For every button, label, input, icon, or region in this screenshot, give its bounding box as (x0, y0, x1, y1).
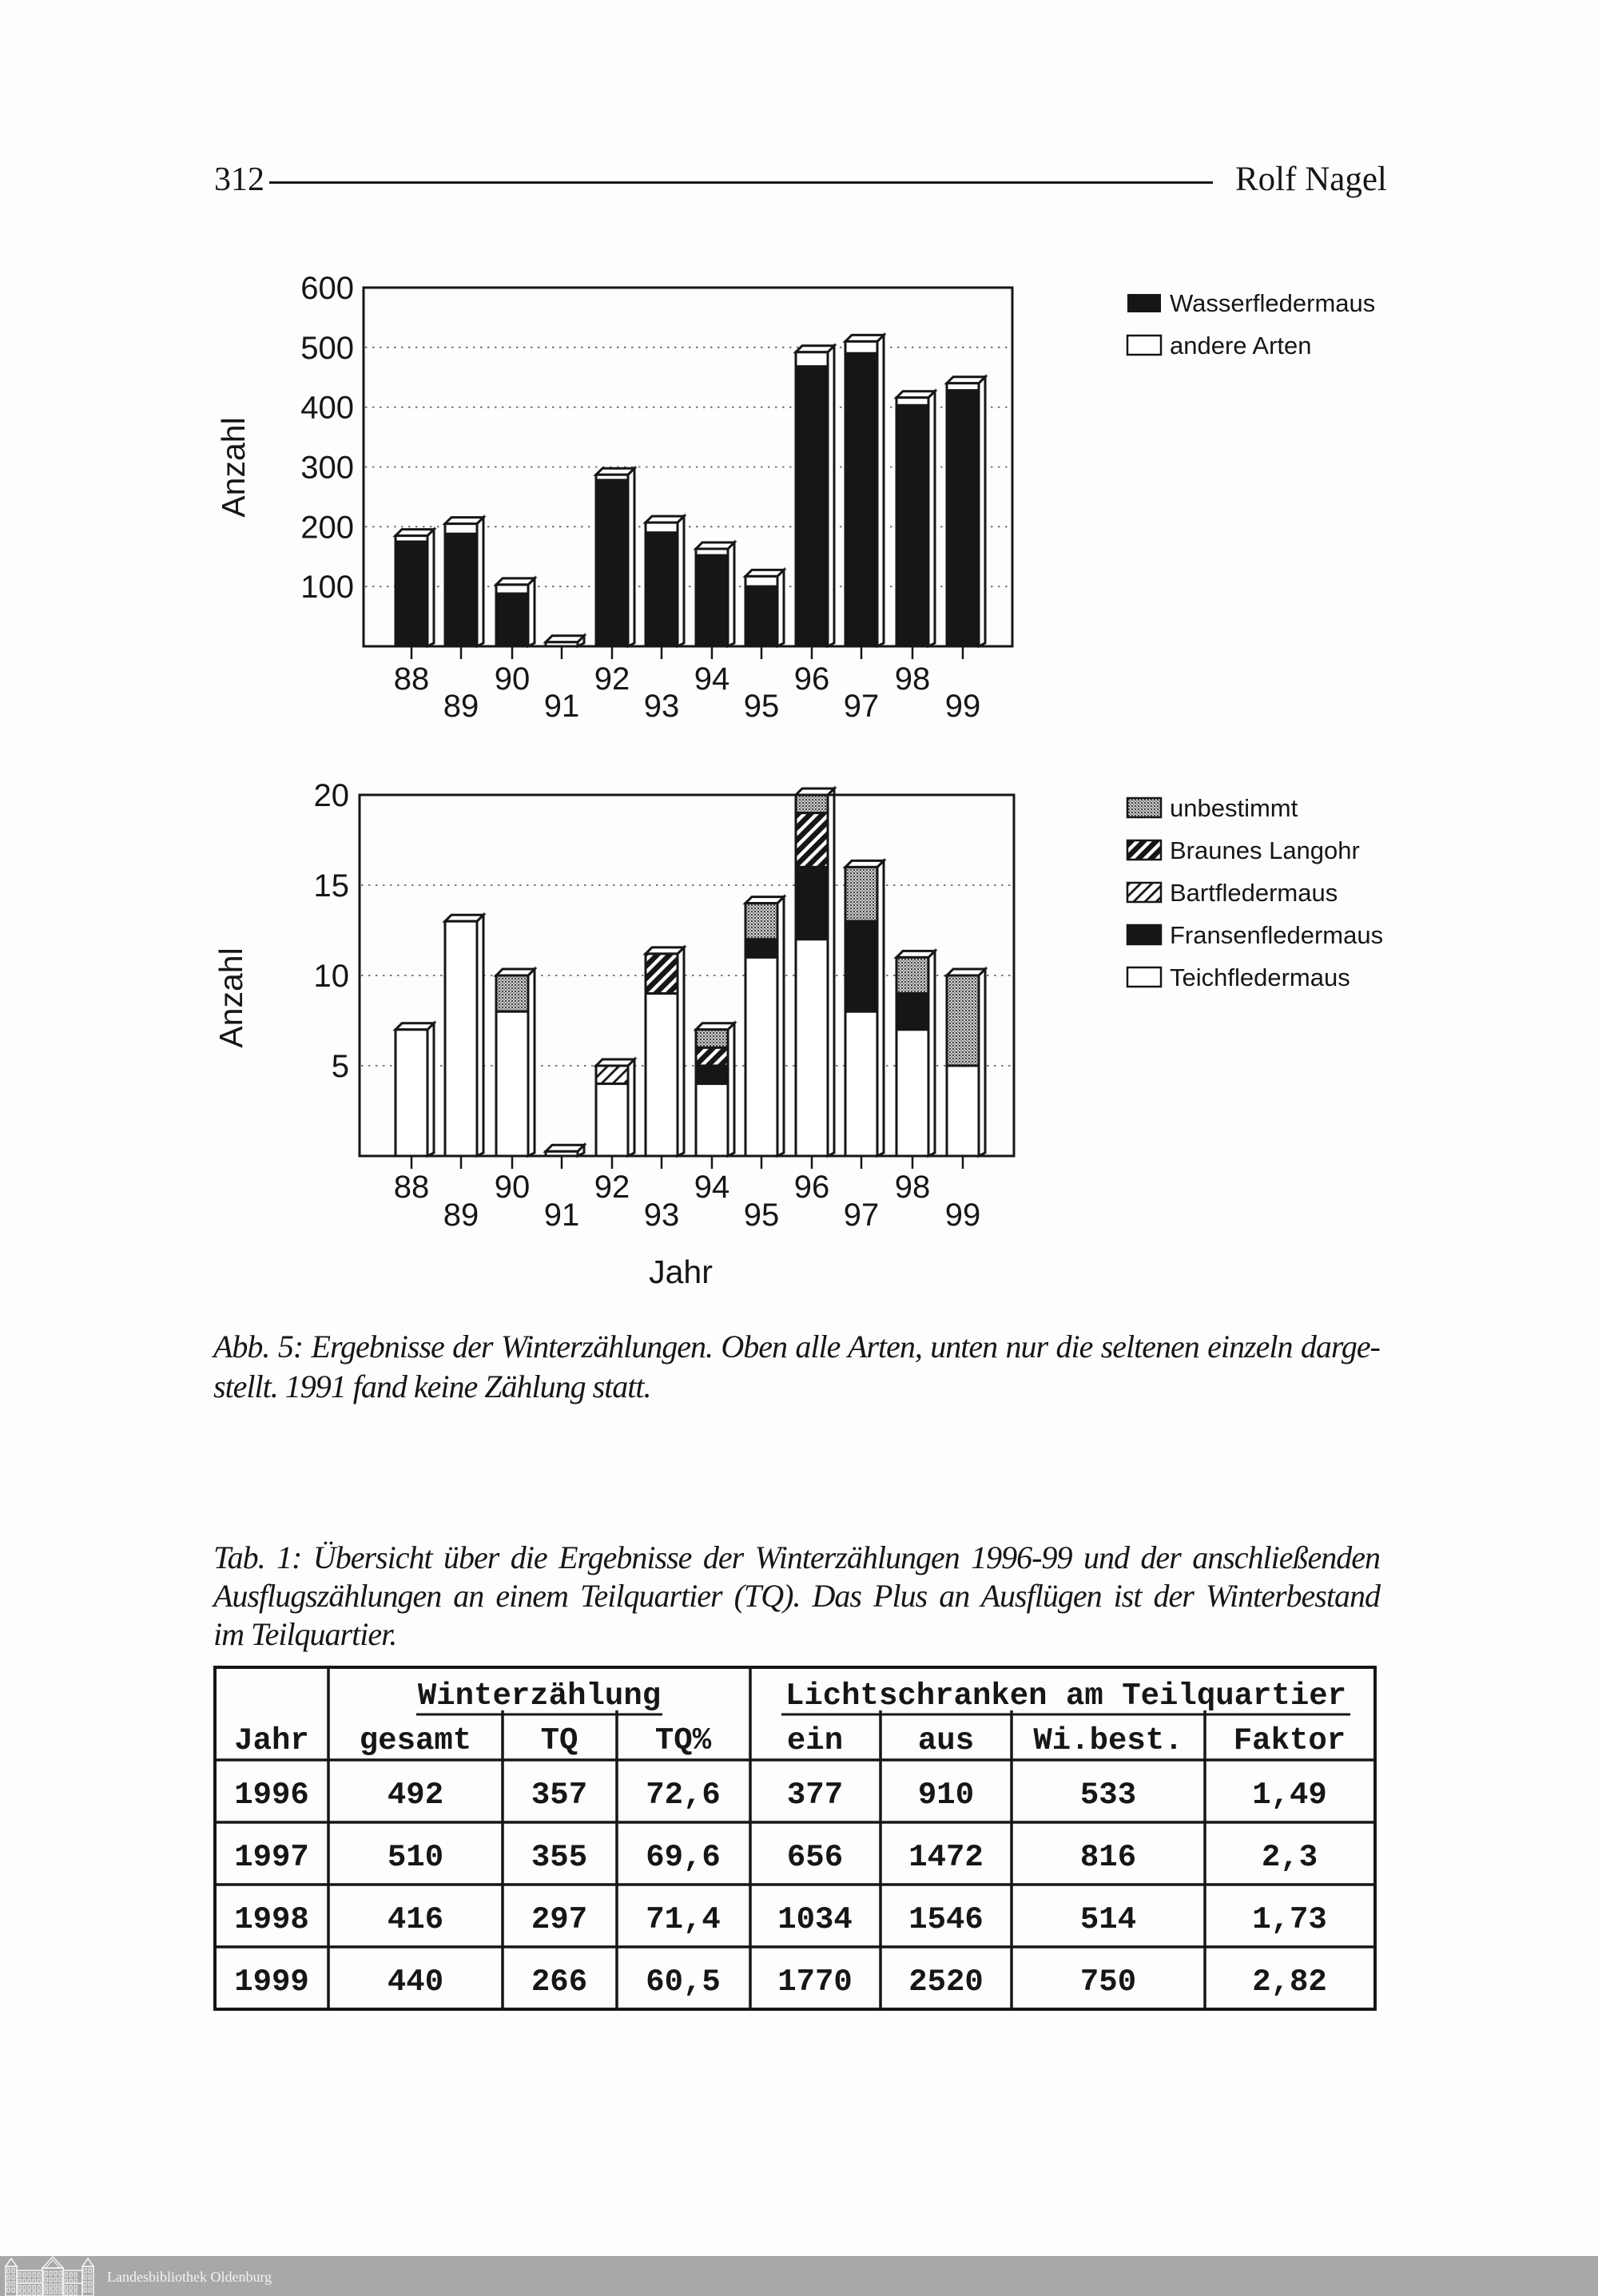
svg-text:90: 90 (495, 1170, 531, 1205)
svg-text:97: 97 (844, 689, 880, 724)
svg-text:492: 492 (388, 1778, 443, 1813)
svg-text:Teichfledermaus: Teichfledermaus (1170, 963, 1350, 991)
svg-text:93: 93 (644, 689, 680, 724)
svg-text:1996: 1996 (234, 1778, 309, 1813)
svg-text:91: 91 (544, 1198, 580, 1233)
svg-text:90: 90 (495, 661, 531, 697)
svg-text:Braunes Langohr: Braunes Langohr (1170, 836, 1360, 864)
svg-text:Wasserfledermaus: Wasserfledermaus (1170, 289, 1375, 317)
svg-text:600: 600 (300, 271, 354, 306)
svg-text:Bartfledermaus: Bartfledermaus (1170, 879, 1338, 907)
svg-text:514: 514 (1080, 1902, 1136, 1937)
svg-text:297: 297 (531, 1902, 587, 1937)
svg-text:97: 97 (844, 1198, 880, 1233)
svg-text:88: 88 (394, 1170, 430, 1205)
svg-text:Winterzählung: Winterzählung (418, 1678, 661, 1714)
svg-text:Anzahl: Anzahl (215, 417, 252, 517)
svg-text:TQ%: TQ% (655, 1723, 712, 1758)
svg-text:1,49: 1,49 (1252, 1778, 1327, 1813)
svg-text:20: 20 (314, 778, 350, 813)
svg-text:98: 98 (895, 661, 931, 697)
svg-text:92: 92 (594, 1170, 630, 1205)
svg-text:95: 95 (744, 1198, 780, 1233)
svg-text:1034: 1034 (777, 1902, 853, 1937)
svg-text:355: 355 (531, 1840, 587, 1875)
svg-text:99: 99 (945, 1198, 981, 1233)
svg-text:92: 92 (594, 661, 630, 697)
svg-text:89: 89 (443, 1198, 479, 1233)
svg-text:1998: 1998 (234, 1902, 309, 1937)
svg-text:Faktor: Faktor (1234, 1723, 1346, 1758)
svg-text:88: 88 (394, 661, 430, 697)
svg-text:aus: aus (918, 1723, 974, 1758)
svg-text:377: 377 (787, 1778, 843, 1813)
svg-text:96: 96 (794, 661, 830, 697)
svg-text:500: 500 (300, 331, 354, 366)
svg-text:300: 300 (300, 451, 354, 486)
svg-text:440: 440 (388, 1964, 443, 2000)
svg-text:95: 95 (744, 689, 780, 724)
svg-text:5: 5 (332, 1049, 349, 1084)
svg-text:96: 96 (794, 1170, 830, 1205)
svg-text:750: 750 (1080, 1964, 1136, 2000)
svg-text:Lichtschranken am Teilquartier: Lichtschranken am Teilquartier (785, 1678, 1346, 1714)
svg-text:93: 93 (644, 1198, 680, 1233)
svg-text:69,6: 69,6 (646, 1840, 721, 1875)
svg-text:266: 266 (531, 1964, 587, 2000)
svg-text:98: 98 (895, 1170, 931, 1205)
svg-text:andere Arten: andere Arten (1170, 332, 1312, 359)
svg-text:1997: 1997 (234, 1840, 309, 1875)
svg-text:2520: 2520 (908, 1964, 984, 2000)
svg-text:533: 533 (1080, 1778, 1136, 1813)
svg-text:1472: 1472 (908, 1840, 984, 1875)
svg-text:ein: ein (787, 1723, 843, 1758)
svg-text:416: 416 (388, 1902, 443, 1937)
svg-text:Wi.best.: Wi.best. (1033, 1723, 1183, 1758)
svg-text:99: 99 (945, 689, 981, 724)
svg-text:2,3: 2,3 (1262, 1840, 1318, 1875)
svg-text:510: 510 (388, 1840, 443, 1875)
svg-text:10: 10 (314, 959, 350, 994)
svg-text:357: 357 (531, 1778, 587, 1813)
svg-text:gesamt: gesamt (360, 1723, 471, 1758)
svg-text:89: 89 (443, 689, 479, 724)
svg-text:2,82: 2,82 (1252, 1964, 1327, 2000)
svg-text:1,73: 1,73 (1252, 1902, 1327, 1937)
svg-text:656: 656 (787, 1840, 843, 1875)
svg-text:400: 400 (300, 391, 354, 426)
svg-text:Jahr: Jahr (649, 1253, 713, 1290)
svg-text:94: 94 (694, 1170, 730, 1205)
svg-text:816: 816 (1080, 1840, 1136, 1875)
svg-text:unbestimmt: unbestimmt (1170, 794, 1298, 822)
svg-text:60,5: 60,5 (646, 1964, 721, 2000)
svg-text:Jahr: Jahr (234, 1723, 309, 1758)
svg-text:15: 15 (314, 868, 350, 904)
svg-text:94: 94 (694, 661, 730, 697)
svg-text:910: 910 (918, 1778, 974, 1813)
svg-text:Fransenfledermaus: Fransenfledermaus (1170, 921, 1383, 949)
svg-text:100: 100 (300, 570, 354, 605)
svg-text:72,6: 72,6 (646, 1778, 721, 1813)
svg-text:Anzahl: Anzahl (213, 947, 249, 1047)
svg-text:1770: 1770 (777, 1964, 853, 2000)
svg-text:1999: 1999 (234, 1964, 309, 2000)
svg-text:91: 91 (544, 689, 580, 724)
svg-text:TQ: TQ (541, 1723, 578, 1758)
svg-text:71,4: 71,4 (646, 1902, 721, 1937)
svg-text:200: 200 (300, 510, 354, 545)
svg-text:1546: 1546 (908, 1902, 984, 1937)
